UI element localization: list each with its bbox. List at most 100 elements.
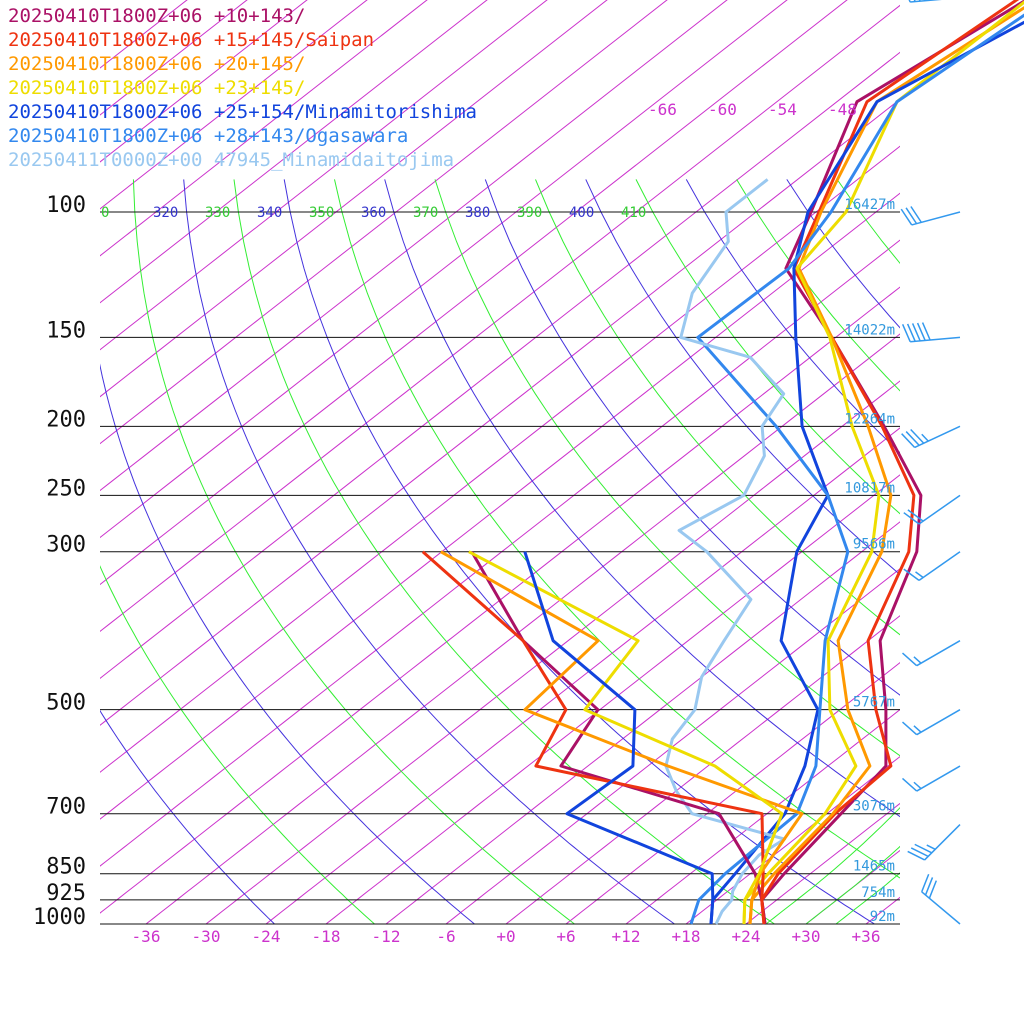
theta-label: 410 [621,205,646,221]
isotherm-line [100,0,848,586]
legend: 20250410T1800Z+06 +10+143/20250410T1800Z… [8,5,477,171]
dewpoint-profile-line [421,550,766,925]
wind-barb [901,322,961,343]
temperature-tick-label: +0 [496,927,515,946]
theta-label: 0 [101,205,109,221]
theta-label: 350 [309,205,334,221]
isotherm-line [100,239,900,867]
wind-barb [903,551,961,582]
legend-entry: 20250410T1800Z+06 +15+145/Saipan [8,29,374,51]
theta-label: 330 [205,205,230,221]
dry-adiabat-line [233,179,775,924]
theta-label: 360 [361,205,386,221]
pressure-tick-label: 925 [46,881,86,906]
dewpoint-profile-line [470,550,767,925]
wind-barb [908,0,942,3]
dry-adiabat-line [585,179,900,576]
temperature-tick-label: +24 [732,927,761,946]
isotherm-line [100,192,900,820]
height-label: 754m [861,885,895,901]
isotherm-line [205,380,900,924]
height-label: 14022m [844,322,895,338]
isotherm-line [445,568,900,924]
temperature-profile-line [742,0,1024,925]
dry-adiabat-line [434,179,900,757]
dry-adiabat-line [183,179,675,924]
wind-barb [900,206,961,226]
upper-temperature-label: -60 [708,100,737,119]
isotherm-line [100,51,900,679]
dewpoint-profile-line [523,551,715,925]
isotherm-line [745,802,900,924]
theta-label: 370 [413,205,438,221]
temperature-profile-line [760,0,1024,925]
legend-entry: 20250410T1800Z+06 +23+145/ [8,77,305,99]
legend-entry: 20250410T1800Z+06 +28+143/Ogasawara [8,125,408,147]
dry-adiabat-line [100,363,475,924]
dry-adiabat-line [132,179,575,924]
wind-barb [907,824,961,861]
pressure-tick-label: 700 [46,795,86,820]
height-label: 3076m [853,799,895,815]
sounding-series [421,0,1024,925]
dry-adiabat-line [635,179,900,515]
isotherm-line [100,145,900,773]
isotherm-line [100,98,900,726]
isotherm-line [805,849,900,924]
temperature-tick-label: -6 [436,927,455,946]
height-label: 16427m [844,197,895,213]
isotherm-line [685,755,900,924]
temperature-tick-label: +18 [672,927,701,946]
legend-entry: 20250411T0000Z+00 47945_Minamidaitojima [8,149,454,171]
isotherm-line [385,521,900,924]
pressure-tick-label: 300 [46,533,86,558]
height-label: 9566m [853,537,895,553]
dry-adiabat-line [283,179,875,924]
dry-adiabat-line [100,565,375,924]
wind-barbs [900,0,961,925]
height-label: 12264m [844,411,895,427]
temperature-tick-label: -30 [192,927,221,946]
wind-barb [902,709,961,736]
temperature-profile-line [760,0,1020,925]
wind-barb [901,425,961,449]
dewpoint-profile-line [468,550,784,925]
isotherm-line [145,333,900,924]
height-label: 5767m [853,695,895,711]
moist-adiabat-line [765,806,900,924]
temperature-profile-line [689,13,1024,925]
height-label: 92m [870,909,895,925]
legend-entry: 20250410T1800Z+06 +20+145/ [8,53,305,75]
pressure-tick-label: 150 [46,318,86,343]
dry-adiabat-line [484,179,900,696]
legend-entry: 20250410T1800Z+06 +25+154/Minamitorishim… [8,101,477,123]
clipped-grid [100,0,900,924]
dry-adiabat-line [334,179,900,879]
pressure-tick-label: 100 [46,193,86,218]
pressure-tick-label: 1000 [33,905,86,930]
theta-label: 340 [257,205,282,221]
isotherm-line [100,0,788,539]
temperature-profile-line [748,6,1024,925]
temperature-profile-line [664,178,786,925]
dry-adiabat-line [384,179,900,818]
theta-label: 320 [153,205,178,221]
pressure-tick-label: 500 [46,691,86,716]
upper-temperature-label: -66 [648,100,677,119]
temperature-tick-label: -24 [252,927,281,946]
isotherm-line [505,615,900,924]
wind-barb [921,873,961,925]
temperature-tick-label: -18 [312,927,341,946]
upper-temperature-label: -48 [828,100,857,119]
temperature-tick-label: +30 [792,927,821,946]
upper-temperature-label: -54 [768,100,797,119]
isotherm-line [100,4,900,633]
wind-barb [903,494,961,525]
dry-adiabat-line [100,709,275,924]
pressure-tick-label: 250 [46,476,86,501]
pressure-tick-label: 850 [46,855,86,880]
theta-label: 400 [569,205,594,221]
axis-labels: 100 16427m 150 14022m 200 12264m 250 10817m 300 9… [33,100,895,946]
temperature-tick-label: -36 [132,927,161,946]
